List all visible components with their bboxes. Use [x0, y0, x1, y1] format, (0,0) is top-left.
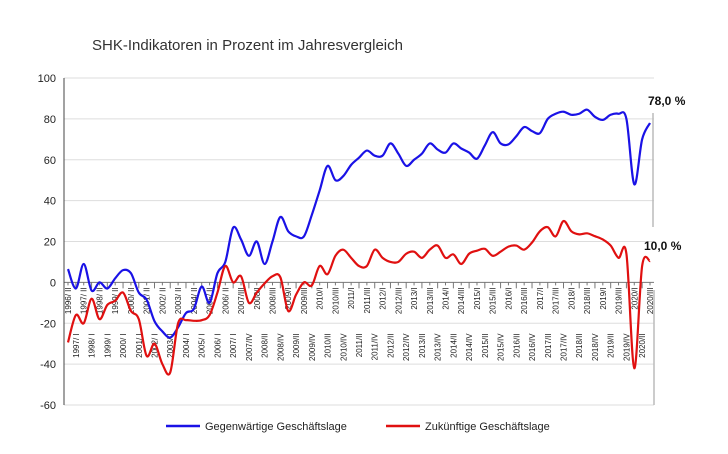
y-tick-label: 0 — [50, 277, 56, 289]
y-tick-label: 60 — [44, 155, 56, 167]
x-tick-label: 2019/I — [599, 287, 608, 309]
x-tick-label: 2011/I — [347, 287, 356, 309]
x-tick-label: 2012/I — [379, 287, 388, 309]
x-tick-label: 2006/ II — [221, 287, 230, 314]
x-tick-label: 2011/III — [363, 287, 372, 313]
x-tick-label: 2008/IV — [276, 333, 285, 361]
x-tick-label: 2007/III — [237, 287, 246, 314]
x-tick-label: 2013/I — [410, 287, 419, 309]
x-tick-label: 2000/ II — [127, 287, 136, 314]
x-axis-ticks: 1996/ II 1997/ I 1997/ II 1998/ I 1998/ II 19… — [64, 282, 655, 361]
x-tick-label: 2017/III — [552, 287, 561, 314]
x-tick-label: 2016/II — [512, 333, 521, 357]
x-tick-label: 2015/IV — [497, 333, 506, 361]
x-tick-label: 2012/IV — [402, 333, 411, 361]
x-tick-label: 1997/ I — [72, 333, 81, 357]
x-tick-label: 2004/ II — [190, 287, 199, 314]
x-tick-label: 2014/I — [442, 287, 451, 309]
series-lines — [66, 108, 652, 376]
x-tick-label: 2012/II — [386, 333, 395, 357]
x-tick-label: 2009/III — [300, 287, 309, 314]
x-tick-label: 1996/ II — [64, 287, 73, 314]
legend-label-current: Gegenwärtige Geschäftslage — [205, 421, 347, 433]
x-tick-label: 2011/II — [355, 333, 364, 357]
y-tick-label: 80 — [44, 114, 56, 126]
end-label-current: 78,0 % — [648, 94, 686, 108]
x-tick-label: 2008/III — [268, 287, 277, 314]
x-tick-label: 2017/IV — [559, 333, 568, 361]
x-tick-label: 2010/I — [316, 287, 325, 309]
x-tick-label: 2019/II — [607, 333, 616, 357]
x-tick-label: 1998/ II — [95, 287, 104, 314]
y-tick-label: 100 — [38, 73, 56, 85]
x-tick-label: 2013/IV — [434, 333, 443, 361]
x-tick-label: 2009/IV — [308, 333, 317, 361]
x-tick-label: 2013/II — [418, 333, 427, 357]
end-label-future: 10,0 % — [644, 239, 682, 253]
x-tick-label: 2002/ II — [158, 287, 167, 314]
x-tick-label: 2019/III — [615, 287, 624, 314]
y-axis-ticks: 100 80 60 40 20 0 -20 -40 -60 — [38, 73, 56, 412]
x-tick-label: 2020/I — [630, 287, 639, 309]
x-tick-label: 2000/ I — [119, 333, 128, 357]
x-tick-label: 2007/ I — [229, 333, 238, 357]
y-tick-label: 40 — [44, 196, 56, 208]
x-tick-label: 2001/ I — [135, 333, 144, 357]
x-tick-label: 2010/IV — [339, 333, 348, 361]
legend: Gegenwärtige Geschäftslage Zukünftige Ge… — [166, 421, 550, 433]
x-tick-label: 2015/I — [473, 287, 482, 309]
x-tick-label: 2015/II — [481, 333, 490, 357]
chart-title: SHK-Indikatoren in Prozent im Jahresverg… — [92, 37, 403, 54]
x-tick-label: 2014/IV — [465, 333, 474, 361]
x-tick-label: 2013/III — [426, 287, 435, 314]
y-tick-label: -60 — [40, 400, 56, 412]
x-tick-label: 1997/ II — [80, 287, 89, 314]
x-tick-label: 2018/III — [583, 287, 592, 314]
x-tick-label: 2004/ I — [182, 333, 191, 357]
x-tick-label: 2017/I — [536, 287, 545, 309]
x-tick-label: 2020/III — [646, 287, 655, 314]
x-tick-label: 2005/ I — [198, 333, 207, 357]
legend-label-future: Zukünftige Geschäftslage — [425, 421, 550, 433]
series-line-current — [66, 108, 651, 339]
x-tick-label: 2003/ II — [174, 287, 183, 314]
y-tick-label: 20 — [44, 237, 56, 249]
x-tick-label: 2014/II — [449, 333, 458, 357]
x-tick-label: 2012/III — [394, 287, 403, 314]
x-tick-label: 2020/II — [638, 333, 647, 357]
x-tick-label: 2008/II — [261, 333, 270, 357]
x-tick-label: 2003/ I — [166, 333, 175, 357]
x-tick-label: 2018/II — [575, 333, 584, 357]
x-tick-label: 2009/II — [292, 333, 301, 357]
x-tick-label: 2006/ I — [213, 333, 222, 357]
x-tick-label: 2009/I — [284, 287, 293, 309]
x-tick-label: 1998/ I — [88, 333, 97, 357]
x-tick-label: 2018/I — [567, 287, 576, 309]
x-tick-label: 2019/IV — [622, 333, 631, 361]
y-tick-label: -40 — [40, 359, 56, 371]
x-tick-label: 1999/ I — [103, 333, 112, 357]
x-tick-label: 2016/I — [504, 287, 513, 309]
x-tick-label: 2017/II — [544, 333, 553, 357]
y-tick-label: -20 — [40, 318, 56, 330]
x-tick-label: 2018/IV — [591, 333, 600, 361]
x-tick-label: 2008/I — [253, 287, 262, 309]
series-line-future — [66, 219, 652, 376]
x-tick-label: 2010/III — [331, 287, 340, 314]
x-tick-label: 2011/IV — [371, 333, 380, 361]
x-tick-label: 2010/II — [324, 333, 333, 357]
x-tick-label: 2016/IV — [528, 333, 537, 361]
x-tick-label: 2007/IV — [245, 333, 254, 361]
x-tick-label: 2015/III — [489, 287, 498, 314]
x-tick-label: 2016/III — [520, 287, 529, 314]
x-tick-label: 2014/III — [457, 287, 466, 314]
